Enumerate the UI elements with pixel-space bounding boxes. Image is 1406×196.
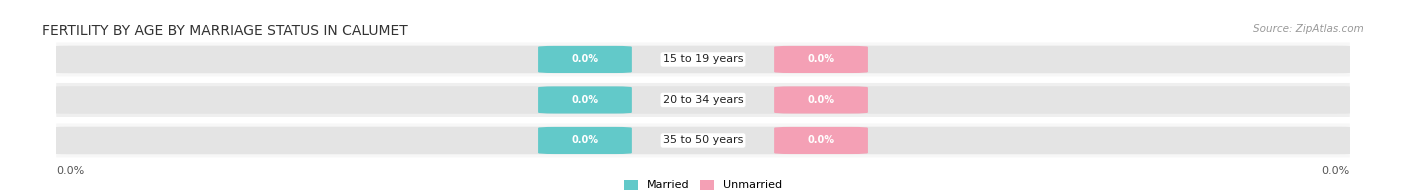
Text: Source: ZipAtlas.com: Source: ZipAtlas.com <box>1253 24 1364 34</box>
FancyBboxPatch shape <box>538 86 631 113</box>
Text: 0.0%: 0.0% <box>807 54 835 64</box>
FancyBboxPatch shape <box>56 123 1350 157</box>
FancyBboxPatch shape <box>775 86 868 113</box>
FancyBboxPatch shape <box>775 46 868 73</box>
FancyBboxPatch shape <box>538 46 631 73</box>
Text: 0.0%: 0.0% <box>571 54 599 64</box>
FancyBboxPatch shape <box>56 43 1350 76</box>
Text: 15 to 19 years: 15 to 19 years <box>662 54 744 64</box>
Text: 0.0%: 0.0% <box>571 95 599 105</box>
Text: FERTILITY BY AGE BY MARRIAGE STATUS IN CALUMET: FERTILITY BY AGE BY MARRIAGE STATUS IN C… <box>42 24 408 37</box>
FancyBboxPatch shape <box>49 46 1357 73</box>
Text: 0.0%: 0.0% <box>571 135 599 145</box>
Text: 0.0%: 0.0% <box>1322 166 1350 176</box>
FancyBboxPatch shape <box>775 127 868 154</box>
FancyBboxPatch shape <box>49 127 1357 154</box>
FancyBboxPatch shape <box>56 83 1350 117</box>
Text: 0.0%: 0.0% <box>807 135 835 145</box>
Text: 0.0%: 0.0% <box>807 95 835 105</box>
Legend: Married, Unmarried: Married, Unmarried <box>624 180 782 191</box>
FancyBboxPatch shape <box>538 127 631 154</box>
Text: 20 to 34 years: 20 to 34 years <box>662 95 744 105</box>
Text: 0.0%: 0.0% <box>56 166 84 176</box>
Text: 35 to 50 years: 35 to 50 years <box>662 135 744 145</box>
FancyBboxPatch shape <box>49 86 1357 114</box>
